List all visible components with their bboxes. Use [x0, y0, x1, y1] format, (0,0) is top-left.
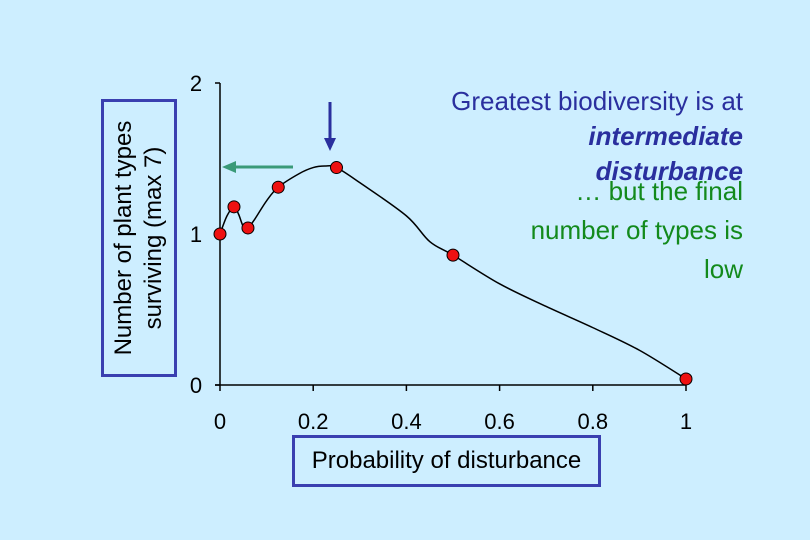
- down-arrow-icon: [324, 138, 336, 151]
- annotation-green: … but the final number of types is low: [423, 172, 743, 289]
- x-tick-label: 0.4: [391, 409, 422, 434]
- data-point: [227, 200, 241, 214]
- x-axis-label: Probability of disturbance: [311, 447, 582, 474]
- annotation-line-3: disturbance: [595, 156, 743, 186]
- annotation-blue: Greatest biodiversity is at intermediate…: [343, 84, 743, 189]
- x-tick-label: 0.2: [298, 409, 329, 434]
- x-tick-label: 1: [680, 409, 692, 434]
- annotation-green-line-3: low: [703, 254, 743, 284]
- data-point: [330, 161, 343, 175]
- left-arrow-icon: [222, 161, 236, 173]
- data-point: [679, 372, 693, 386]
- y-axis-label: Number of plant types surviving (max 7): [110, 120, 167, 356]
- x-axis-label-box: Probability of disturbance: [292, 435, 601, 487]
- data-point: [271, 180, 285, 194]
- y-axis-label-box: Number of plant types surviving (max 7): [101, 99, 177, 377]
- curve-line: [219, 165, 687, 380]
- x-tick-label: 0.6: [484, 409, 515, 434]
- annotation-green-line-1: … but the final: [575, 176, 743, 206]
- y-tick-label: 0: [190, 373, 202, 398]
- data-point: [241, 221, 255, 235]
- annotation-line-1: Greatest biodiversity is at: [451, 86, 743, 116]
- data-point: [446, 248, 460, 262]
- annotation-line-2: intermediate: [588, 121, 743, 151]
- y-tick-label: 1: [190, 222, 202, 247]
- annotation-green-line-2: number of types is: [530, 215, 743, 245]
- x-tick-label: 0.8: [578, 409, 609, 434]
- data-point: [213, 227, 227, 241]
- x-tick-label: 0: [214, 409, 226, 434]
- y-tick-label: 2: [190, 71, 202, 96]
